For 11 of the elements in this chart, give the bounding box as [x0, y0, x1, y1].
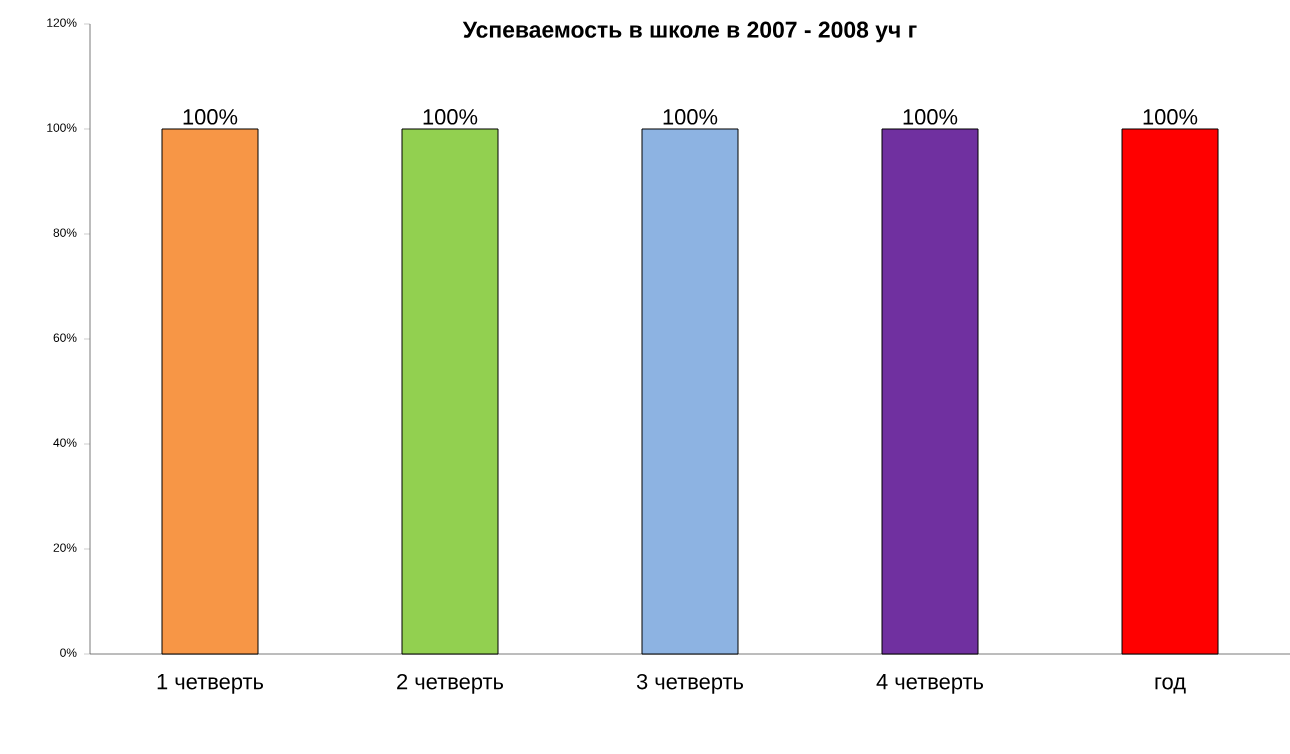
x-tick-label: 4 четверть	[876, 674, 984, 694]
x-tick-label: 2 четверть	[397, 673, 504, 694]
x-tick-label: 3 четверть	[636, 673, 744, 694]
data-label: 100%	[903, 109, 958, 125]
chart-title: Успеваемость в школе в 2007 - 2008 уч г	[462, 21, 917, 43]
x-tick-label: 1 четверть	[157, 674, 264, 694]
data-label: 100%	[183, 109, 238, 125]
data-label: 100%	[423, 109, 478, 125]
data-label: 100%	[1143, 109, 1198, 125]
x-tick-label: год	[1155, 677, 1186, 694]
data-label: 100%	[663, 109, 718, 125]
